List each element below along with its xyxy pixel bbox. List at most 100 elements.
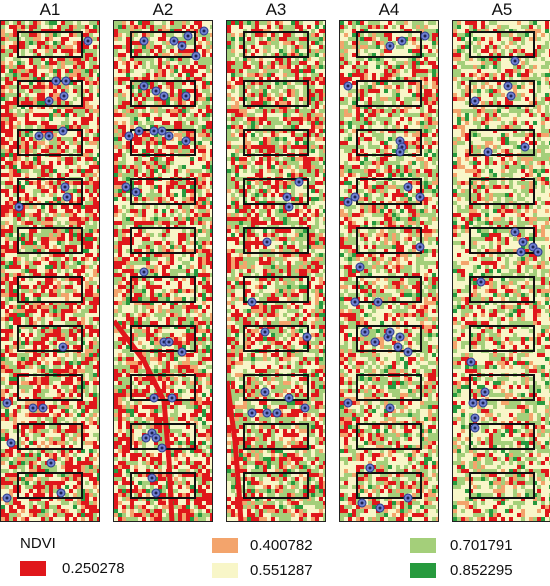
strip-title-a2: A2: [152, 0, 174, 19]
sample-point: [365, 463, 375, 473]
road-path: [227, 380, 244, 521]
sample-point: [284, 393, 294, 402]
strip-title-a4: A4: [378, 0, 400, 19]
sample-point: [373, 297, 383, 307]
legend-swatch-3: [410, 538, 436, 553]
sample-point: [124, 131, 134, 141]
sample-point: [357, 498, 367, 508]
sample-point: [34, 131, 44, 141]
legend-swatch-4: [410, 563, 436, 578]
plot-rect: [243, 374, 309, 401]
sample-point: [350, 297, 360, 307]
plot-rect: [243, 325, 309, 352]
sample-point: [343, 398, 353, 408]
sample-point: [385, 41, 395, 51]
sample-point: [28, 403, 38, 413]
road-path: [114, 319, 175, 521]
sample-point: [483, 147, 493, 157]
sample-point: [385, 403, 395, 413]
legend-swatch-1: [212, 538, 238, 553]
sample-point: [397, 36, 407, 46]
plot-rect: [17, 276, 83, 303]
sample-point: [262, 408, 272, 418]
plot-rect: [356, 129, 422, 156]
legend-label-1: 0.400782: [250, 537, 313, 554]
sample-point: [294, 177, 304, 187]
sample-point: [139, 36, 149, 46]
plot-rect: [130, 178, 196, 205]
plot-rect: [17, 472, 83, 499]
sample-point: [139, 267, 149, 277]
plot-rect: [243, 80, 309, 107]
strip-title-a3: A3: [265, 0, 287, 19]
sample-point: [61, 76, 71, 86]
sample-point: [520, 142, 530, 151]
plot-rect: [469, 80, 535, 107]
sample-point: [6, 438, 16, 448]
sample-point: [360, 327, 370, 337]
sample-point: [302, 332, 312, 342]
sample-point: [260, 387, 270, 397]
sample-point: [46, 458, 56, 468]
plot-rect: [243, 276, 309, 303]
sample-point: [167, 393, 177, 402]
plot-rect: [469, 31, 535, 58]
sample-point: [403, 182, 413, 192]
plot-rect: [356, 325, 422, 352]
sample-point: [58, 126, 68, 136]
sample-point: [44, 131, 54, 141]
sample-point: [2, 493, 12, 503]
plot-rect: [243, 423, 309, 450]
sample-point: [510, 56, 520, 66]
plot-rect: [356, 80, 422, 107]
sample-point: [83, 36, 93, 46]
sample-point: [199, 26, 209, 36]
sample-point: [480, 387, 490, 397]
sample-point: [177, 41, 187, 51]
legend-label-4: 0.852295: [450, 562, 513, 579]
sample-point: [470, 413, 480, 423]
sample-point: [350, 192, 360, 202]
legend-label-0: 0.250278: [62, 560, 125, 577]
ndvi-map-strip-a3: [226, 20, 326, 522]
sample-point: [375, 503, 385, 513]
sample-point: [510, 227, 520, 237]
sample-point: [51, 76, 61, 86]
plot-rect: [17, 325, 83, 352]
sample-point: [60, 182, 70, 192]
plot-rect: [469, 325, 535, 352]
plot-rect: [130, 472, 196, 499]
strip-title-a5: A5: [491, 0, 513, 19]
sample-point: [470, 423, 480, 433]
plot-rect: [243, 178, 309, 205]
sample-point: [139, 81, 149, 91]
sample-point: [403, 493, 413, 503]
sample-point: [149, 393, 159, 402]
sample-point: [44, 96, 54, 106]
sample-point: [284, 202, 294, 212]
sample-point: [272, 408, 282, 418]
sample-point: [528, 242, 538, 252]
sample-point: [164, 337, 174, 347]
sample-point: [533, 247, 543, 257]
ndvi-map-strip-a1: [0, 20, 100, 522]
plot-rect: [356, 227, 422, 254]
ndvi-map-strip-a4: [339, 20, 439, 522]
plot-rect: [130, 31, 196, 58]
sample-point: [58, 342, 68, 352]
sample-point: [62, 192, 72, 202]
plot-rect: [243, 472, 309, 499]
plot-rect: [17, 80, 83, 107]
legend-swatch-2: [212, 563, 238, 578]
sample-point: [518, 237, 528, 247]
plot-rect: [130, 374, 196, 401]
sample-point: [393, 342, 403, 352]
sample-point: [59, 91, 69, 101]
sample-point: [141, 433, 151, 443]
plot-rect: [356, 423, 422, 450]
plot-rect: [469, 423, 535, 450]
legend-title: NDVI: [20, 535, 56, 552]
sample-point: [164, 131, 174, 141]
sample-point: [506, 91, 516, 101]
plot-rect: [469, 276, 535, 303]
